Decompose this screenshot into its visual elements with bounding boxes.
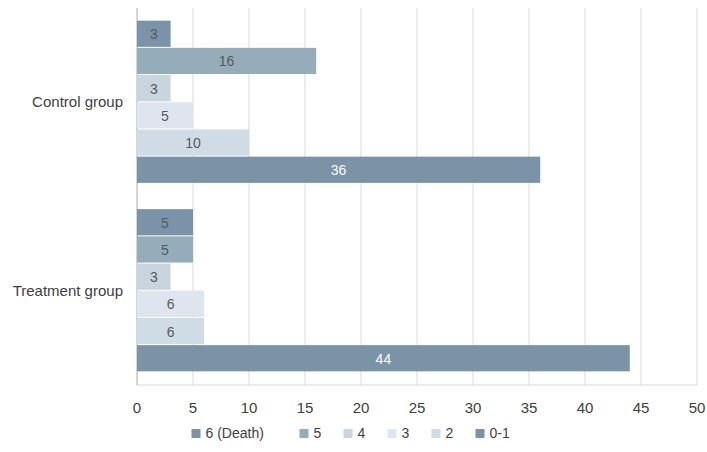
tick-label: 45 bbox=[633, 399, 650, 416]
legend-label: 0-1 bbox=[490, 425, 510, 441]
x-axis-line bbox=[137, 385, 697, 386]
legend-swatch bbox=[432, 429, 441, 438]
grid-line bbox=[585, 8, 586, 385]
data-label: 3 bbox=[150, 26, 158, 42]
legend-label: 2 bbox=[446, 425, 454, 441]
data-labels: 3163510365536644 bbox=[150, 26, 391, 367]
data-label: 5 bbox=[161, 215, 169, 231]
tick-label: 15 bbox=[297, 399, 314, 416]
bar bbox=[137, 157, 540, 183]
tick-label: 30 bbox=[465, 399, 482, 416]
bar bbox=[137, 209, 193, 235]
tick-label: 50 bbox=[689, 399, 706, 416]
data-label: 5 bbox=[161, 108, 169, 124]
legend-label: 3 bbox=[402, 425, 410, 441]
tick-label: 25 bbox=[409, 399, 426, 416]
bar bbox=[137, 48, 316, 74]
legend-swatch bbox=[344, 429, 353, 438]
bar bbox=[137, 291, 204, 317]
data-label: 3 bbox=[150, 81, 158, 97]
data-label: 6 bbox=[167, 324, 175, 340]
tick-label: 20 bbox=[353, 399, 370, 416]
bar bbox=[137, 75, 171, 101]
bar bbox=[137, 21, 171, 47]
grid-line bbox=[473, 8, 474, 385]
grid-line bbox=[417, 8, 418, 385]
grid-line bbox=[529, 8, 530, 385]
legend-swatch bbox=[388, 429, 397, 438]
tick-label: 0 bbox=[133, 399, 141, 416]
bar bbox=[137, 236, 193, 262]
grid bbox=[137, 8, 697, 385]
bar bbox=[137, 318, 204, 344]
data-label: 36 bbox=[331, 162, 347, 178]
legend: 6 (Death) 5 4 3 2 0-1 bbox=[192, 425, 510, 441]
bars bbox=[137, 21, 630, 372]
bar bbox=[137, 129, 249, 155]
data-label: 44 bbox=[376, 351, 392, 367]
data-label: 5 bbox=[161, 242, 169, 258]
data-label: 16 bbox=[219, 53, 235, 69]
bar bbox=[137, 102, 193, 128]
tick-label: 10 bbox=[241, 399, 258, 416]
legend-label: 5 bbox=[314, 425, 322, 441]
category-label: Control group bbox=[32, 93, 123, 110]
tick-label: 35 bbox=[521, 399, 538, 416]
bar bbox=[137, 345, 630, 371]
legend-swatch bbox=[192, 429, 201, 438]
legend-label: 4 bbox=[358, 425, 366, 441]
legend-swatch bbox=[476, 429, 485, 438]
grid-line bbox=[641, 8, 642, 385]
grid-line bbox=[697, 8, 698, 385]
category-label: Treatment group bbox=[13, 282, 123, 299]
data-label: 3 bbox=[150, 269, 158, 285]
legend-label: 6 (Death) bbox=[206, 425, 264, 441]
data-label: 10 bbox=[185, 135, 201, 151]
tick-label: 40 bbox=[577, 399, 594, 416]
chart: 051015202530354045503163510365536644Cont… bbox=[0, 0, 707, 452]
bar bbox=[137, 264, 171, 290]
legend-swatch bbox=[300, 429, 309, 438]
grid-line bbox=[361, 8, 362, 385]
tick-label: 5 bbox=[189, 399, 197, 416]
data-label: 6 bbox=[167, 296, 175, 312]
